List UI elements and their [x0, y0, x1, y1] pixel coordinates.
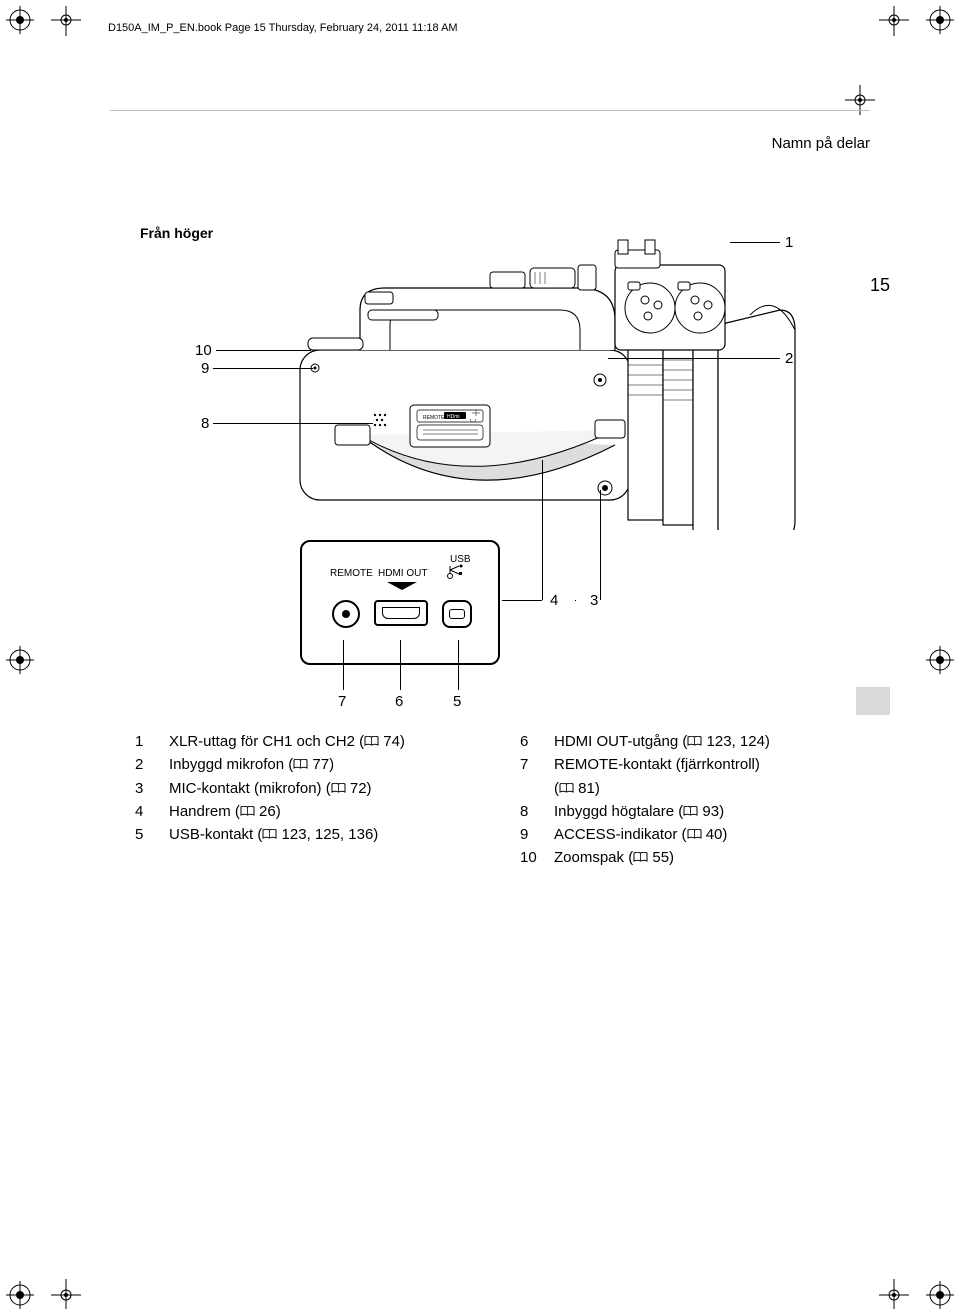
list-num: 2	[135, 753, 155, 776]
parts-lists: 1 XLR-uttag för CH1 och CH2 ( 74) 2 Inbyggd…	[135, 730, 865, 870]
book-icon	[331, 783, 346, 794]
leader-4v	[542, 460, 543, 600]
book-icon	[633, 852, 648, 863]
book-icon	[687, 736, 702, 747]
list-num: 7	[520, 753, 540, 800]
list-text: Handrem ( 26)	[169, 800, 281, 823]
list-num: 5	[135, 823, 155, 846]
leader-7	[343, 640, 344, 690]
port-label-remote: REMOTE	[330, 568, 373, 579]
page-number: 15	[870, 275, 890, 296]
crop-mark-mr	[924, 640, 954, 680]
callout-8: 8	[201, 415, 209, 432]
list-item: 5 USB-kontakt ( 123, 125, 136)	[135, 823, 480, 846]
list-num: 3	[135, 777, 155, 800]
leader-4h	[502, 600, 542, 601]
list-text: MIC-kontakt (mikrofon) ( 72)	[169, 777, 372, 800]
book-icon	[683, 806, 698, 817]
left-list: 1 XLR-uttag för CH1 och CH2 ( 74) 2 Inbyggd…	[135, 730, 480, 870]
book-icon	[364, 736, 379, 747]
list-num: 4	[135, 800, 155, 823]
callout-1: 1	[785, 234, 793, 251]
list-num: 1	[135, 730, 155, 753]
callout-9: 9	[201, 360, 209, 377]
crop-mark-br	[864, 1269, 954, 1309]
crop-mark-tl	[6, 6, 96, 46]
list-text: ACCESS-indikator ( 40)	[554, 823, 727, 846]
section-title: Namn på delar	[772, 135, 870, 152]
callout-2: 2	[785, 350, 793, 367]
leader-6	[400, 640, 401, 690]
book-icon	[293, 759, 308, 770]
list-item: 7 REMOTE-kontakt (fjärrkontroll)( 81)	[520, 753, 865, 800]
list-item: 10 Zoomspak ( 55)	[520, 846, 865, 869]
list-text: HDMI OUT-utgång ( 123, 124)	[554, 730, 770, 753]
list-num: 8	[520, 800, 540, 823]
list-text: XLR-uttag för CH1 och CH2 ( 74)	[169, 730, 405, 753]
right-list: 6 HDMI OUT-utgång ( 123, 124) 7 REMOTE-kont…	[520, 730, 865, 870]
callout-6: 6	[395, 693, 403, 710]
list-text: Inbyggd högtalare ( 93)	[554, 800, 724, 823]
callout-line-10	[216, 350, 311, 351]
port-label-hdmi: HDMI OUT	[378, 568, 427, 579]
list-item: 1 XLR-uttag för CH1 och CH2 ( 74)	[135, 730, 480, 753]
callout-4: 4	[550, 592, 558, 609]
callout-3: 3	[590, 592, 598, 609]
callout-line-1	[730, 242, 780, 243]
list-item: 3 MIC-kontakt (mikrofon) ( 72)	[135, 777, 480, 800]
crop-mark-ml	[6, 640, 36, 680]
list-text: Zoomspak ( 55)	[554, 846, 674, 869]
callout-line-2	[608, 358, 780, 359]
list-num: 9	[520, 823, 540, 846]
list-item: 6 HDMI OUT-utgång ( 123, 124)	[520, 730, 865, 753]
list-item: 2 Inbyggd mikrofon ( 77)	[135, 753, 480, 776]
list-item: 8 Inbyggd högtalare ( 93)	[520, 800, 865, 823]
list-text: Inbyggd mikrofon ( 77)	[169, 753, 334, 776]
callout-line-8	[213, 423, 373, 424]
book-icon	[240, 806, 255, 817]
callout-line-9	[213, 368, 313, 369]
tab-marker	[856, 687, 890, 715]
list-item: 9 ACCESS-indikator ( 40)	[520, 823, 865, 846]
list-item: 4 Handrem ( 26)	[135, 800, 480, 823]
callout-7: 7	[338, 693, 346, 710]
list-text: REMOTE-kontakt (fjärrkontroll)( 81)	[554, 753, 760, 800]
list-num: 6	[520, 730, 540, 753]
header-rule	[110, 110, 870, 111]
crop-mark-tr	[864, 6, 954, 46]
svg-text:HDmi: HDmi	[447, 414, 460, 420]
leader-3v	[600, 490, 601, 600]
list-text: USB-kontakt ( 123, 125, 136)	[169, 823, 378, 846]
callout-5: 5	[453, 693, 461, 710]
page-header: D150A_IM_P_EN.book Page 15 Thursday, Feb…	[108, 22, 458, 34]
crop-mark-bl	[6, 1269, 96, 1309]
book-icon	[262, 829, 277, 840]
callout-10: 10	[195, 342, 212, 359]
camcorder-diagram: REMOTE HDmi	[220, 220, 820, 530]
book-icon	[687, 829, 702, 840]
book-icon	[559, 783, 574, 794]
svg-text:REMOTE: REMOTE	[423, 415, 445, 421]
leader-5	[458, 640, 459, 690]
list-num: 10	[520, 846, 540, 869]
subheader: Från höger	[140, 225, 213, 241]
leader-3a	[575, 600, 576, 601]
